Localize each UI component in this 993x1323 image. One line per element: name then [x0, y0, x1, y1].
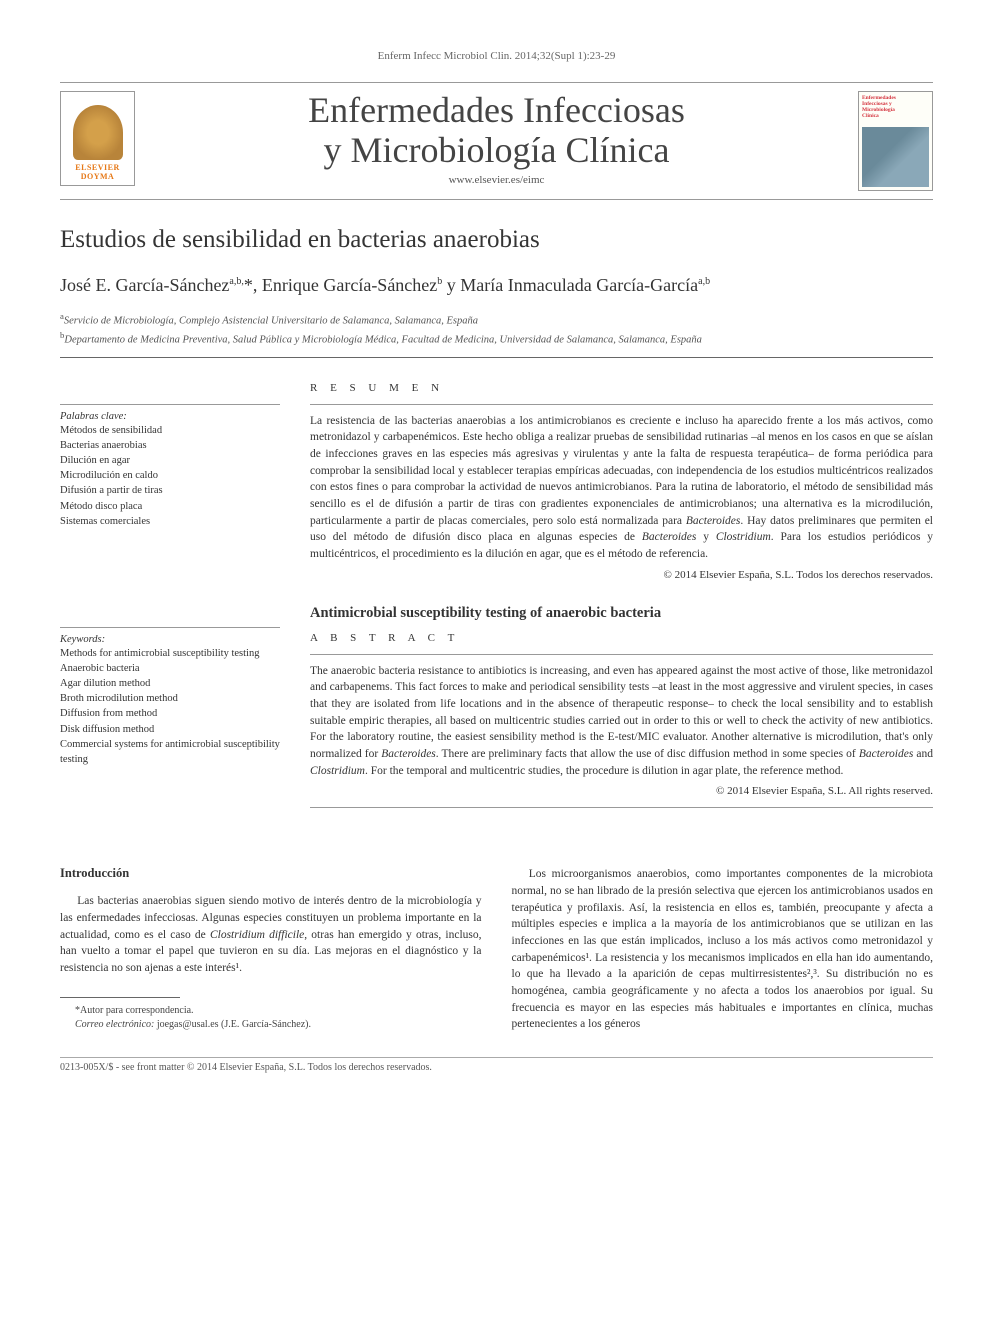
abstract-head: A B S T R A C T — [310, 632, 933, 644]
keyword-item: Diffusion from method — [60, 706, 280, 721]
english-title: Antimicrobial susceptibility testing of … — [310, 605, 933, 622]
cover-thumbnail: Enfermedades Infecciosas y Microbiología… — [858, 91, 933, 191]
header-row: ELSEVIER DOYMA Enfermedades Infecciosas … — [60, 82, 933, 200]
elsevier-text-2: DOYMA — [81, 172, 115, 181]
english-keywords-column: Keywords: Methods for antimicrobial susc… — [60, 605, 280, 817]
keyword-item: Disk diffusion method — [60, 722, 280, 737]
keyword-item: Broth microdilution method — [60, 691, 280, 706]
spanish-copyright: © 2014 Elsevier España, S.L. Todos los d… — [310, 569, 933, 581]
spanish-abstract-section: Palabras clave: Métodos de sensibilidadB… — [60, 382, 933, 581]
intro-paragraph-1: Las bacterias anaerobias siguen siendo m… — [60, 893, 482, 976]
body-column-right: Los microorganismos anaerobios, como imp… — [512, 866, 934, 1033]
spanish-abstract-column: R E S U M E N La resistencia de las bact… — [310, 382, 933, 581]
english-abstract-section: Keywords: Methods for antimicrobial susc… — [60, 605, 933, 817]
authors: José E. García-Sáncheza,b,*, Enrique Gar… — [60, 275, 933, 296]
body-columns: Introducción Las bacterias anaerobias si… — [60, 866, 933, 1033]
spanish-keywords-column: Palabras clave: Métodos de sensibilidadB… — [60, 382, 280, 581]
journal-title-block: Enfermedades Infecciosas y Microbiología… — [135, 91, 858, 186]
keyword-item: Commercial systems for antimicrobial sus… — [60, 737, 280, 767]
resumen-head: R E S U M E N — [310, 382, 933, 394]
resumen-text: La resistencia de las bacterias anaerobi… — [310, 413, 933, 563]
keywords-head: Keywords: — [60, 634, 280, 645]
english-copyright: © 2014 Elsevier España, S.L. All rights … — [310, 785, 933, 797]
keyword-item: Microdilución en caldo — [60, 468, 280, 483]
journal-title-line2: y Microbiología Clínica — [135, 131, 858, 171]
cover-title-4: Clínica — [862, 113, 929, 119]
footnote-email: Correo electrónico: joegas@usal.es (J.E.… — [60, 1018, 482, 1032]
keyword-item: Método disco placa — [60, 499, 280, 514]
introduction-head: Introducción — [60, 866, 482, 881]
keyword-item: Métodos de sensibilidad — [60, 423, 280, 438]
kw-rule-en — [60, 627, 280, 628]
elsevier-logo: ELSEVIER DOYMA — [60, 91, 135, 186]
abstract-rule-en — [310, 654, 933, 655]
keyword-item: Difusión a partir de tiras — [60, 483, 280, 498]
keyword-item: Methods for antimicrobial susceptibility… — [60, 646, 280, 661]
footer-copyright: 0213-005X/$ - see front matter © 2014 El… — [60, 1057, 933, 1073]
journal-url: www.elsevier.es/eimc — [135, 174, 858, 186]
keyword-item: Sistemas comerciales — [60, 514, 280, 529]
cover-image — [862, 127, 929, 187]
abstract-text: The anaerobic bacteria resistance to ant… — [310, 663, 933, 780]
keyword-item: Anaerobic bacteria — [60, 661, 280, 676]
keyword-item: Bacterias anaerobias — [60, 438, 280, 453]
palabras-clave-head: Palabras clave: — [60, 411, 280, 422]
elsevier-text-1: ELSEVIER — [75, 163, 119, 172]
intro-paragraph-2: Los microorganismos anaerobios, como imp… — [512, 866, 934, 1033]
journal-title-line1: Enfermedades Infecciosas — [135, 91, 858, 131]
kw-rule — [60, 404, 280, 405]
elsevier-tree-icon — [73, 105, 123, 160]
header-citation: Enferm Infecc Microbiol Clin. 2014;32(Su… — [60, 50, 933, 62]
divider-rule — [60, 357, 933, 358]
article-title: Estudios de sensibilidad en bacterias an… — [60, 225, 933, 255]
keyword-item: Agar dilution method — [60, 676, 280, 691]
abstract-rule — [310, 404, 933, 405]
keyword-item: Dilución en agar — [60, 453, 280, 468]
footnote-rule — [60, 997, 180, 998]
abstract-end-rule — [310, 807, 933, 808]
body-column-left: Introducción Las bacterias anaerobias si… — [60, 866, 482, 1033]
footnote-correspondence: *Autor para correspondencia. — [60, 1004, 482, 1018]
affiliations: aServicio de Microbiología, Complejo Asi… — [60, 310, 933, 349]
english-abstract-column: Antimicrobial susceptibility testing of … — [310, 605, 933, 817]
